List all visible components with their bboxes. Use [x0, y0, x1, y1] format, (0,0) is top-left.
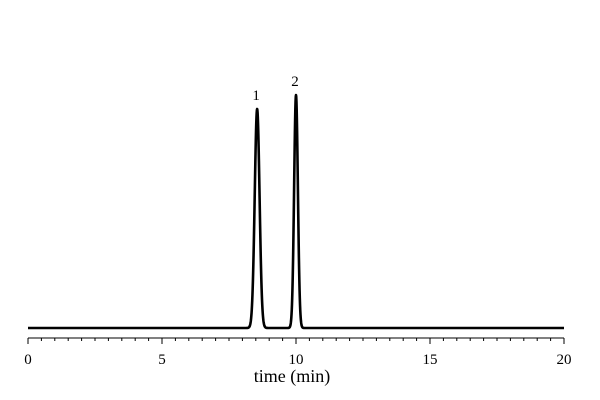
x-ticks: 0 5 10 15 20 [24, 338, 572, 368]
x-tick-label: 10 [289, 352, 304, 368]
peak-label-1: 1 [252, 88, 260, 104]
peak-label-2: 2 [291, 74, 299, 90]
x-tick-label: 0 [24, 352, 32, 368]
x-tick-label: 5 [158, 352, 166, 368]
x-axis-label: time (min) [254, 366, 330, 387]
x-tick-label: 15 [423, 352, 438, 368]
x-tick-label: 20 [557, 352, 572, 368]
chromatogram-trace [26, 93, 566, 330]
x-axis: 0 5 10 15 20 time (min) [24, 337, 572, 387]
peak-labels: 12 [252, 74, 298, 104]
